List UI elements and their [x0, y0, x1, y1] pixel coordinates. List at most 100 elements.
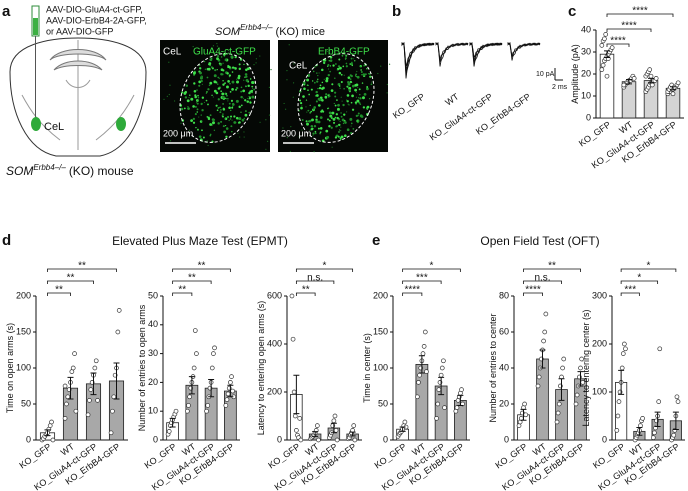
scale-bar-label: 200 μm [281, 128, 311, 138]
data-point [50, 437, 56, 443]
cell [340, 126, 342, 128]
cell [343, 74, 345, 76]
cell [357, 121, 359, 124]
cell [237, 74, 241, 78]
cell [306, 84, 309, 86]
virus-label: AAV-DIO-GluA4-ct-GFP, [46, 4, 143, 14]
cell [238, 67, 242, 71]
data-point [653, 76, 659, 81]
y-tick-label: 200 [373, 290, 388, 300]
error-bar [670, 86, 676, 91]
brain-schematic [9, 37, 147, 157]
y-tick-label: 0 [383, 434, 388, 444]
cell [338, 129, 341, 131]
cell [343, 119, 346, 122]
data-point [459, 387, 464, 392]
cell [194, 95, 197, 99]
cell [201, 83, 203, 85]
data-point [294, 428, 299, 433]
cell [209, 134, 212, 137]
cell [244, 99, 247, 102]
significance-label: ** [188, 273, 196, 284]
cell [346, 128, 350, 132]
cell [349, 74, 352, 77]
cell [351, 108, 355, 111]
error-bar [188, 376, 195, 395]
cell [236, 78, 238, 80]
cell [219, 111, 222, 114]
cell [201, 76, 203, 78]
cell [201, 96, 205, 99]
data-point [333, 428, 339, 433]
cell [209, 58, 213, 62]
cell [221, 73, 224, 76]
data-point [543, 311, 549, 317]
cell [301, 119, 304, 121]
cell [168, 61, 170, 63]
data-point [657, 346, 663, 352]
cell [350, 101, 353, 104]
cell [242, 97, 244, 99]
significance-label: n.s. [534, 273, 550, 284]
y-tick-label: 100 [373, 362, 388, 372]
cell [169, 84, 171, 86]
cell [265, 148, 267, 150]
cell [243, 117, 245, 120]
cell [307, 109, 310, 112]
cell [217, 87, 221, 90]
cell [338, 123, 341, 127]
cell [367, 72, 370, 75]
cell [341, 118, 345, 122]
cell [362, 73, 366, 76]
cell [325, 79, 329, 83]
y-tick-label: 10 [581, 90, 591, 100]
cell [328, 60, 330, 62]
cell [337, 119, 340, 121]
cell [196, 111, 199, 113]
cell [322, 110, 325, 113]
cell [223, 130, 227, 134]
cell [340, 115, 343, 118]
virus-label: AAV-DIO-ErbB4-2A-GFP, [46, 15, 147, 25]
error-bar [90, 372, 97, 396]
cel-injection [31, 117, 41, 131]
cell [334, 77, 336, 79]
cell [358, 93, 361, 96]
virus-label: or AAV-DIO-GFP [46, 26, 113, 36]
data-point [402, 419, 408, 425]
cell [206, 67, 210, 71]
cell [245, 75, 248, 78]
significance-bracket [172, 292, 193, 296]
cell [222, 125, 225, 128]
data-point [194, 351, 199, 356]
cell [286, 136, 288, 139]
trace [435, 41, 469, 61]
scale-bar-label: 200 μm [163, 128, 193, 138]
data-point [574, 392, 580, 398]
error-bar [293, 374, 300, 415]
cell [356, 70, 358, 73]
cell [265, 119, 267, 121]
cell [227, 80, 230, 83]
cell [341, 54, 344, 57]
image-label: GluA4-ct-GFP [193, 47, 256, 58]
data-point [603, 32, 609, 37]
error-bar [113, 362, 120, 400]
cell [197, 96, 200, 99]
data-point [600, 62, 606, 68]
cell [319, 131, 322, 134]
cell [235, 86, 239, 90]
data-point [72, 351, 77, 356]
data-point [416, 380, 421, 385]
data-point [65, 394, 71, 400]
cel-outline [179, 53, 257, 143]
cell [355, 75, 357, 77]
cell [234, 56, 237, 59]
gene: SOM [6, 164, 33, 178]
cell [217, 76, 220, 79]
cell [212, 96, 214, 98]
cell [203, 60, 206, 63]
cell [201, 129, 203, 132]
image-label: ErbB4-GFP [318, 47, 370, 58]
cell [196, 108, 199, 111]
